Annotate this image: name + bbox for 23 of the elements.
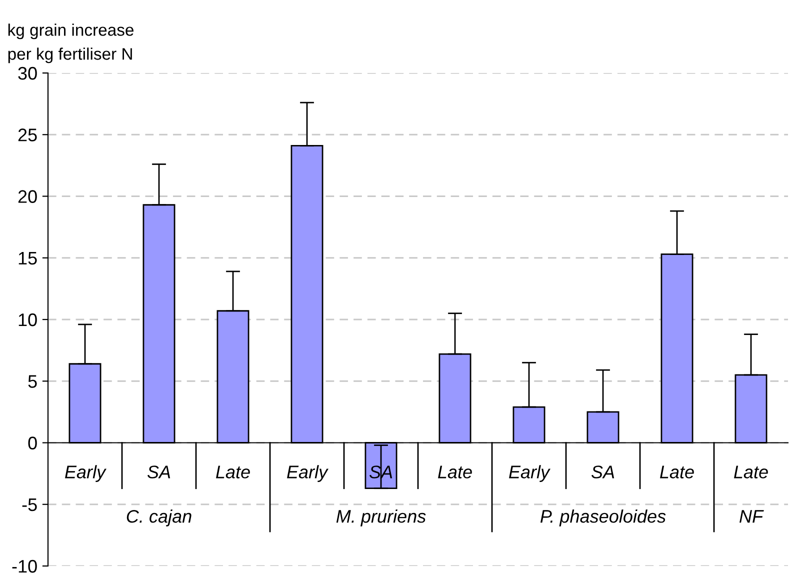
y-tick-label: -10	[12, 560, 37, 573]
x-tick-label: Early	[286, 465, 328, 482]
y-axis-title: kg grain increase per kg fertiliser N	[8, 24, 134, 64]
annotation: NF	[740, 510, 764, 523]
annotation: C. cajan	[126, 510, 192, 526]
y-tick-label: 30	[18, 66, 37, 80]
y-tick-label: 25	[18, 128, 37, 142]
x-tick-label: Late	[216, 466, 250, 478]
x-tick-label: SA	[591, 466, 614, 478]
y-tick-label: 20	[18, 190, 37, 203]
y-tick-label: 15	[18, 252, 37, 265]
x-tick-label: Late	[438, 466, 472, 478]
x-tick-label: Early	[64, 465, 106, 482]
annotation: M. pruriens	[336, 510, 426, 526]
y-tick-label: 0	[28, 436, 37, 450]
y-tick-label: 10	[18, 313, 37, 326]
annotation: P. phaseoloides	[540, 510, 666, 526]
y-tick-label: -5	[22, 498, 37, 512]
x-tick-label: SA	[147, 466, 170, 478]
x-tick-label: Late	[660, 466, 694, 478]
x-tick-label: Early	[508, 465, 550, 482]
y-tick-label: 5	[28, 375, 37, 388]
x-tick-label: Late	[734, 466, 768, 478]
